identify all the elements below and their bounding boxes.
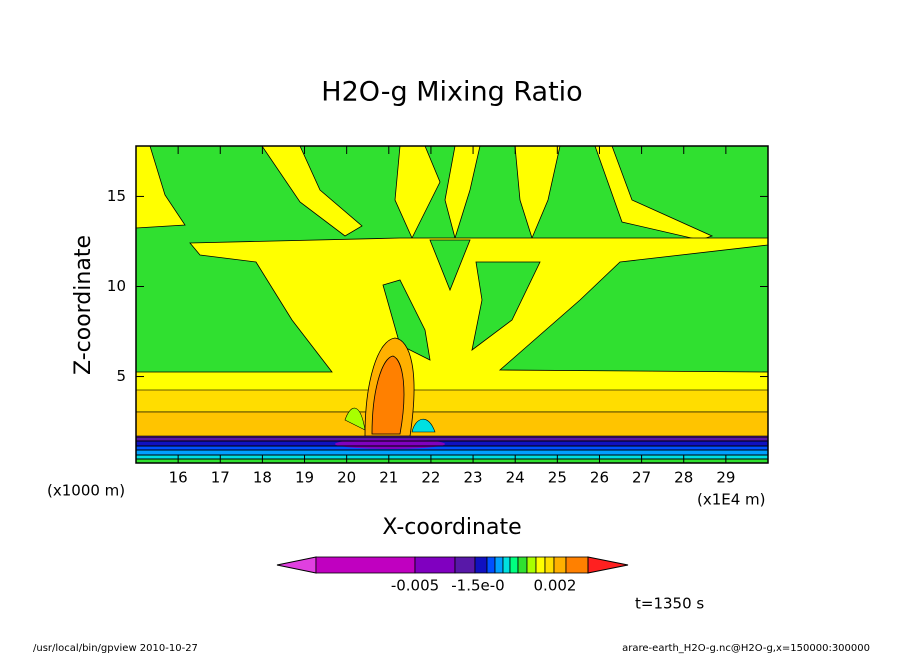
colorbar-label: -1.5e-0 <box>451 577 504 595</box>
footer-right: arare-earth_H2O-g.nc@H2O-g,x=150000:3000… <box>622 643 870 654</box>
contour-region <box>136 411 768 437</box>
plot-frame <box>135 145 769 464</box>
x-tick-label: 22 <box>421 469 440 487</box>
contour-region <box>136 389 768 413</box>
contour-region <box>136 459 768 463</box>
colorbar-box <box>414 556 456 574</box>
footer-left: /usr/local/bin/gpview 2010-10-27 <box>33 643 198 654</box>
contour-region <box>344 407 366 431</box>
colorbar-box <box>544 556 555 574</box>
colorbar-end <box>276 556 317 574</box>
contour-region <box>261 146 363 237</box>
chart-title: H2O-g Mixing Ratio <box>321 77 582 108</box>
x-tick-label: 17 <box>211 469 230 487</box>
contour-region <box>136 441 768 446</box>
x-tick-label: 21 <box>379 469 398 487</box>
y-unit: (x1000 m) <box>47 482 125 500</box>
colorbar-box <box>502 556 511 574</box>
contour-region <box>136 450 768 455</box>
x-tick-label: 28 <box>674 469 693 487</box>
x-tick-label: 18 <box>253 469 272 487</box>
y-tick-label: 10 <box>107 277 126 295</box>
contour-region <box>444 146 481 240</box>
colorbar-box <box>454 556 476 574</box>
x-tick-label: 20 <box>337 469 356 487</box>
x-unit: (x1E4 m) <box>697 491 766 509</box>
contour-lines <box>136 436 768 460</box>
contour-region <box>136 455 768 459</box>
contour-region <box>136 146 186 229</box>
y-tick-label: 15 <box>107 187 126 205</box>
colorbar-box <box>517 556 528 574</box>
colorbar-box <box>553 556 567 574</box>
x-tick-label: 25 <box>548 469 567 487</box>
colorbar-box <box>565 556 589 574</box>
annotation: t=1350 s <box>635 595 704 613</box>
colorbar-box <box>535 556 546 574</box>
x-tick-label: 24 <box>506 469 525 487</box>
contour-region <box>411 418 436 433</box>
colorbar-box <box>509 556 519 574</box>
colorbar-box <box>494 556 504 574</box>
contour-region <box>594 146 714 241</box>
colorbar-label: 0.002 <box>534 577 577 595</box>
colorbar-box <box>474 556 488 574</box>
contour-region <box>429 239 471 292</box>
contour-region <box>514 146 561 240</box>
colorbar-box <box>526 556 537 574</box>
x-tick-label: 27 <box>632 469 651 487</box>
contour-region <box>136 436 768 441</box>
colorbar-end <box>587 556 629 574</box>
y-axis-label: Z-coordinate <box>71 235 96 375</box>
contour-region <box>136 446 768 450</box>
x-tick-label: 16 <box>169 469 188 487</box>
colorbar-box <box>486 556 496 574</box>
contour-region <box>394 146 441 239</box>
contour-region <box>382 279 431 361</box>
contour-field <box>136 146 768 463</box>
x-tick-label: 26 <box>590 469 609 487</box>
y-tick-label: 5 <box>116 367 126 385</box>
contour-region <box>371 355 405 435</box>
x-tick-label: 19 <box>295 469 314 487</box>
x-tick-label: 29 <box>716 469 735 487</box>
colorbar-label: -0.005 <box>391 577 439 595</box>
colorbar-box <box>315 556 416 574</box>
contour-region <box>471 261 541 351</box>
contour-region <box>136 237 768 441</box>
x-axis-label: X-coordinate <box>382 515 521 540</box>
x-tick-label: 23 <box>464 469 483 487</box>
colorbar: -0.005 -1.5e-0 0.002 <box>276 556 629 595</box>
